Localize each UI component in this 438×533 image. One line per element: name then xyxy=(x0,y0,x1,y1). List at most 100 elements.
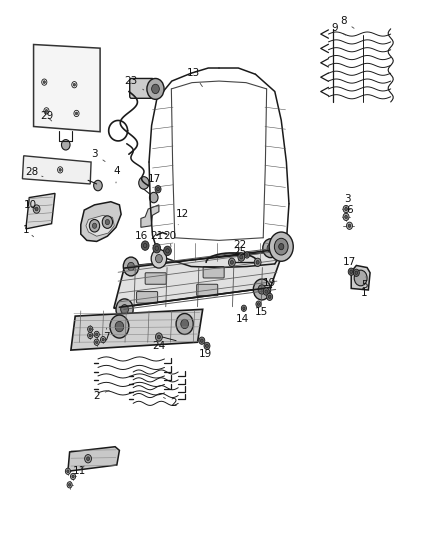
Circle shape xyxy=(89,328,92,330)
Text: 19: 19 xyxy=(263,278,276,292)
Text: 22: 22 xyxy=(233,239,246,249)
Circle shape xyxy=(105,220,110,225)
Text: 23: 23 xyxy=(124,76,144,90)
Circle shape xyxy=(88,332,93,338)
Circle shape xyxy=(115,321,124,332)
Text: 14: 14 xyxy=(236,309,249,324)
Polygon shape xyxy=(68,447,120,471)
Circle shape xyxy=(345,215,347,219)
Circle shape xyxy=(95,341,98,344)
Circle shape xyxy=(350,270,353,273)
Circle shape xyxy=(241,305,247,311)
Circle shape xyxy=(263,288,269,295)
Circle shape xyxy=(164,246,171,255)
Circle shape xyxy=(67,482,72,488)
Circle shape xyxy=(155,254,162,263)
Text: 4: 4 xyxy=(113,166,120,183)
Circle shape xyxy=(258,285,266,294)
Polygon shape xyxy=(34,45,100,132)
Circle shape xyxy=(33,205,40,213)
Text: 29: 29 xyxy=(40,111,53,121)
FancyBboxPatch shape xyxy=(130,78,154,98)
Text: 12: 12 xyxy=(176,209,189,225)
Text: 25: 25 xyxy=(233,247,246,257)
Text: 1: 1 xyxy=(22,225,34,237)
Text: 3: 3 xyxy=(91,149,105,161)
Text: 28: 28 xyxy=(26,167,43,177)
Circle shape xyxy=(89,220,100,232)
Circle shape xyxy=(152,84,159,94)
Text: 24: 24 xyxy=(152,337,166,351)
Polygon shape xyxy=(351,265,370,290)
Circle shape xyxy=(345,207,347,211)
Text: 17: 17 xyxy=(343,257,357,272)
Text: 10: 10 xyxy=(24,200,37,210)
Circle shape xyxy=(61,140,70,150)
Circle shape xyxy=(147,78,164,99)
Circle shape xyxy=(157,188,159,191)
Circle shape xyxy=(102,216,113,228)
Circle shape xyxy=(181,319,188,329)
Circle shape xyxy=(94,332,99,337)
Text: 13: 13 xyxy=(187,68,202,86)
Circle shape xyxy=(269,232,293,261)
Circle shape xyxy=(348,268,354,276)
Circle shape xyxy=(45,109,48,112)
Text: 9: 9 xyxy=(332,23,346,35)
Circle shape xyxy=(238,253,245,261)
Polygon shape xyxy=(26,193,55,229)
Circle shape xyxy=(240,255,243,259)
Circle shape xyxy=(267,293,272,301)
Circle shape xyxy=(155,333,162,341)
Text: 11: 11 xyxy=(73,466,86,477)
Text: 2: 2 xyxy=(93,390,109,401)
Circle shape xyxy=(139,176,149,189)
Circle shape xyxy=(94,180,102,191)
Circle shape xyxy=(258,303,260,305)
Circle shape xyxy=(94,339,99,345)
Circle shape xyxy=(256,301,261,307)
Circle shape xyxy=(176,313,193,334)
Text: 17: 17 xyxy=(148,174,161,189)
Circle shape xyxy=(141,241,149,251)
Circle shape xyxy=(268,295,271,298)
Circle shape xyxy=(355,271,358,274)
FancyBboxPatch shape xyxy=(145,273,166,284)
Circle shape xyxy=(110,315,129,338)
Text: 6: 6 xyxy=(346,205,353,220)
Circle shape xyxy=(101,336,106,343)
Circle shape xyxy=(244,252,250,258)
Text: 8: 8 xyxy=(340,16,354,28)
Circle shape xyxy=(151,249,166,268)
Circle shape xyxy=(123,257,139,276)
Circle shape xyxy=(254,258,261,266)
Circle shape xyxy=(353,269,359,277)
Polygon shape xyxy=(86,215,114,236)
Circle shape xyxy=(229,258,235,266)
Circle shape xyxy=(35,207,38,211)
Circle shape xyxy=(149,192,158,203)
Circle shape xyxy=(87,457,90,461)
Circle shape xyxy=(85,455,92,463)
Circle shape xyxy=(121,305,128,314)
Circle shape xyxy=(348,224,351,228)
Circle shape xyxy=(92,223,97,228)
Circle shape xyxy=(199,337,205,344)
Text: 1: 1 xyxy=(361,285,367,297)
Circle shape xyxy=(67,470,69,473)
Circle shape xyxy=(243,307,245,310)
FancyBboxPatch shape xyxy=(137,292,158,303)
Circle shape xyxy=(201,339,203,342)
Circle shape xyxy=(343,205,349,213)
Circle shape xyxy=(127,262,134,271)
Circle shape xyxy=(205,344,208,348)
Polygon shape xyxy=(22,156,91,184)
Circle shape xyxy=(346,222,353,229)
Circle shape xyxy=(155,246,159,251)
Circle shape xyxy=(265,290,268,293)
FancyBboxPatch shape xyxy=(197,284,218,296)
Circle shape xyxy=(116,299,133,320)
Circle shape xyxy=(89,334,92,337)
Circle shape xyxy=(43,80,46,84)
Circle shape xyxy=(246,254,248,256)
